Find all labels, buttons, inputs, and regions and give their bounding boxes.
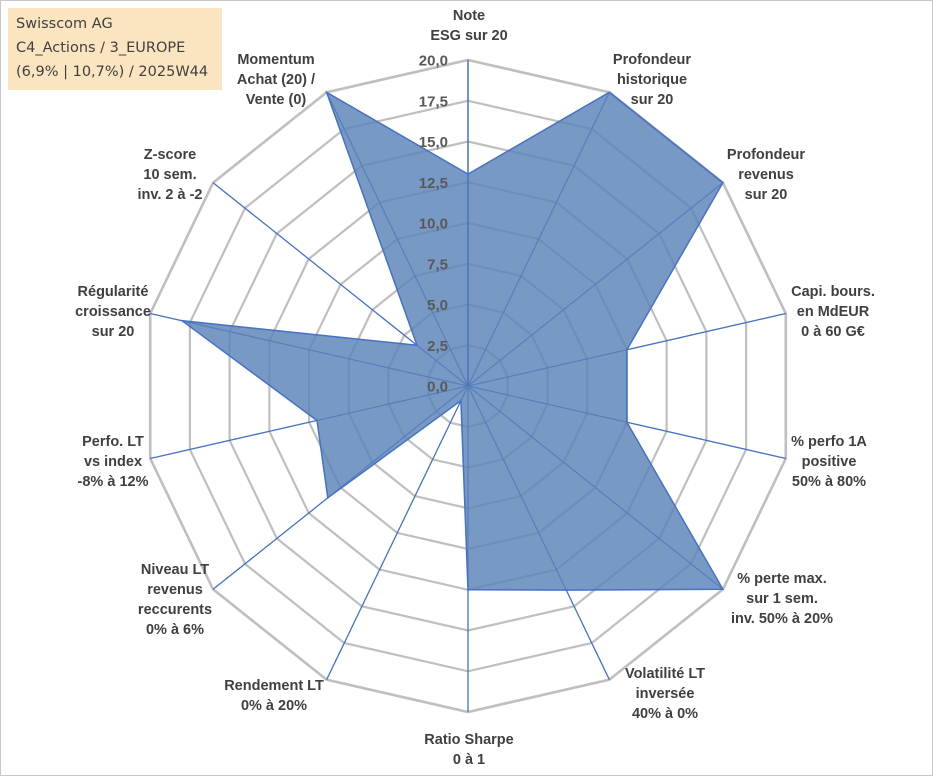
- axis-label: Ratio Sharpe 0 à 1: [424, 732, 513, 768]
- info-category: C4_Actions / 3_EUROPE: [16, 40, 186, 56]
- axis-label-line: Profondeur: [727, 147, 805, 163]
- axis-label-line: inv. 50% à 20%: [731, 611, 833, 627]
- axis-label: Volatilité LT inversée 40% à 0%: [625, 666, 705, 722]
- axis-label: Régularité croissance sur 20: [75, 284, 151, 340]
- axis-label-line: sur 20: [92, 324, 135, 340]
- tick-label: 10,0: [419, 216, 448, 233]
- axis-label-line: 0% à 6%: [146, 622, 204, 638]
- axis-label-line: Perfo. LT: [82, 434, 144, 450]
- axis-label-line: Régularité: [78, 284, 149, 300]
- axis-label-line: sur 20: [745, 187, 788, 203]
- axis-label: Niveau LT revenus reccurents 0% à 6%: [138, 562, 212, 638]
- axis-label-line: 0 à 1: [453, 752, 485, 768]
- radar-axis-labels: Note ESG sur 20 Profondeur historique sur 20…: [75, 8, 875, 768]
- axis-label-line: revenus: [738, 167, 794, 183]
- axis-label-line: 50% à 80%: [792, 474, 866, 490]
- axis-label: Rendement LT 0% à 20%: [224, 678, 324, 714]
- radar-tick-labels: 0,0 2,5 5,0 7,5 10,0 12,5 15,0 17,5 20,0: [419, 53, 448, 396]
- axis-label-line: Momentum: [237, 52, 314, 68]
- axis-label-line: Z-score: [144, 147, 196, 163]
- axis-label-line: 0% à 20%: [241, 698, 307, 714]
- tick-label: 7,5: [427, 256, 448, 273]
- axis-label-line: Ratio Sharpe: [424, 732, 513, 748]
- tick-label: 5,0: [427, 297, 448, 314]
- axis-label-line: 40% à 0%: [632, 706, 698, 722]
- axis-label: % perte max. sur 1 sem. inv. 50% à 20%: [731, 571, 833, 627]
- axis-label-line: % perfo 1A: [791, 434, 867, 450]
- axis-label-line: Capi. bours.: [791, 284, 875, 300]
- tick-label: 20,0: [419, 53, 448, 70]
- axis-label-line: inv. 2 à -2: [137, 187, 202, 203]
- axis-label: Z-score 10 sem. inv. 2 à -2: [137, 147, 202, 203]
- axis-label-line: vs index: [84, 454, 142, 470]
- axis-label-line: % perte max.: [737, 571, 826, 587]
- axis-label: Profondeur historique sur 20: [613, 52, 691, 108]
- info-stats: (6,9% | 10,7%) / 2025W44: [16, 64, 209, 80]
- axis-label: Capi. bours. en MdEUR 0 à 60 G€: [791, 284, 875, 340]
- axis-label: Note ESG sur 20: [430, 8, 507, 44]
- axis-label-line: sur 20: [631, 92, 674, 108]
- axis-label-line: historique: [617, 72, 687, 88]
- info-box: Swisscom AG C4_Actions / 3_EUROPE (6,9% …: [8, 8, 222, 90]
- tick-label: 0,0: [427, 379, 448, 396]
- axis-label-line: reccurents: [138, 602, 212, 618]
- axis-label-line: revenus: [147, 582, 203, 598]
- tick-label: 2,5: [427, 338, 448, 355]
- axis-label-line: Note: [453, 8, 485, 24]
- axis-label-line: Profondeur: [613, 52, 691, 68]
- tick-label: 12,5: [419, 175, 448, 192]
- tick-label: 17,5: [419, 93, 448, 110]
- axis-label-line: -8% à 12%: [78, 474, 149, 490]
- axis-label-line: en MdEUR: [797, 304, 870, 320]
- series-area: [179, 90, 725, 591]
- axis-label-line: croissance: [75, 304, 151, 320]
- axis-label-line: ESG sur 20: [430, 28, 507, 44]
- axis-label-line: Rendement LT: [224, 678, 324, 694]
- axis-label-line: Vente (0): [246, 92, 307, 108]
- axis-label-line: positive: [802, 454, 857, 470]
- axis-label-line: Volatilité LT: [625, 666, 705, 682]
- radar-series: [179, 60, 725, 591]
- axis-label: Perfo. LT vs index -8% à 12%: [78, 434, 149, 490]
- axis-label: Profondeur revenus sur 20: [727, 147, 805, 203]
- axis-label: % perfo 1A positive 50% à 80%: [791, 434, 867, 490]
- axis-label-line: 10 sem.: [143, 167, 196, 183]
- axis-label-line: 0 à 60 G€: [801, 324, 865, 340]
- axis-spoke: [326, 385, 469, 680]
- axis-label: Momentum Achat (20) / Vente (0): [237, 52, 315, 108]
- axis-label-line: Achat (20) /: [237, 72, 315, 88]
- axis-label-line: Niveau LT: [141, 562, 209, 578]
- tick-label: 15,0: [419, 134, 448, 151]
- axis-label-line: sur 1 sem.: [746, 591, 818, 607]
- axis-label-line: inversée: [636, 686, 695, 702]
- info-company: Swisscom AG: [16, 16, 113, 32]
